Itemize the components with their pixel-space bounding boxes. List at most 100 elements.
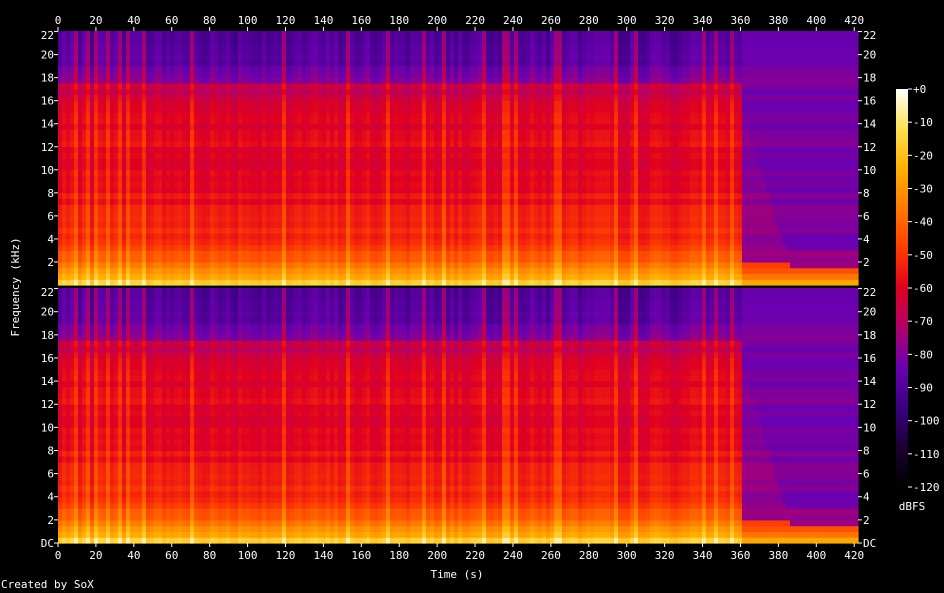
spectrogram-cell <box>270 158 275 165</box>
spectrogram-cell <box>74 181 79 188</box>
spectrogram-cell <box>810 215 815 223</box>
spectrogram-cell <box>306 215 311 223</box>
spectrogram-cell <box>726 221 731 228</box>
spectrogram-cell <box>418 209 423 217</box>
spectrogram-cell <box>654 169 659 176</box>
spectrogram-cell <box>690 175 695 182</box>
spectrogram-cell <box>154 163 159 171</box>
spectrogram-cell <box>162 233 167 240</box>
spectrogram-cell <box>570 238 575 246</box>
spectrogram-cell <box>538 163 543 171</box>
spectrogram-cell <box>734 181 739 188</box>
spectrogram-cell <box>378 140 383 148</box>
spectrogram-cell <box>798 169 803 176</box>
spectrogram-cell <box>398 227 403 234</box>
spectrogram-cell <box>294 181 299 188</box>
spectrogram-cell <box>494 279 499 286</box>
spectrogram-cell <box>490 279 495 286</box>
spectrogram-cell <box>722 169 727 176</box>
spectrogram-cell <box>178 204 183 211</box>
spectrogram-cell <box>442 261 447 269</box>
spectrogram-cell <box>730 209 735 217</box>
spectrogram-cell <box>230 209 235 217</box>
spectrogram-cell <box>498 279 503 286</box>
spectrogram-cell <box>762 169 767 176</box>
spectrogram-cell <box>494 221 499 228</box>
spectrogram-cell <box>838 261 843 269</box>
spectrogram-cell <box>154 158 159 165</box>
spectrogram-cell <box>762 209 767 217</box>
spectrogram-cell <box>830 221 835 228</box>
spectrogram-cell <box>834 221 839 228</box>
spectrogram-cell <box>226 279 231 286</box>
spectrogram-cell <box>218 256 223 263</box>
spectrogram-cell <box>326 186 331 194</box>
spectrogram-cell <box>382 204 387 211</box>
spectrogram-cell <box>214 146 219 153</box>
spectrogram-cell <box>570 233 575 240</box>
spectrogram-cell <box>502 221 507 228</box>
spectrogram-cell <box>846 175 851 182</box>
spectrogram-cell <box>594 233 599 240</box>
spectrogram-cell <box>450 186 455 194</box>
spectrogram-cell <box>62 198 67 205</box>
spectrogram-cell <box>602 267 607 275</box>
spectrogram-cell <box>754 215 759 223</box>
spectrogram-cell <box>446 273 451 280</box>
spectrogram-cell <box>446 227 451 234</box>
spectrogram-cell <box>726 227 731 234</box>
spectrogram-cell <box>438 163 443 171</box>
spectrogram-cell <box>182 273 187 280</box>
spectrogram-cell <box>94 140 99 148</box>
spectrogram-cell <box>558 163 563 171</box>
spectrogram-cell <box>434 146 439 153</box>
spectrogram-cell <box>534 181 539 188</box>
spectrogram-cell <box>390 192 395 200</box>
spectrogram-cell <box>726 244 731 251</box>
spectrogram-cell <box>798 256 803 263</box>
spectrogram-cell <box>266 209 271 217</box>
spectrogram-cell <box>786 152 791 159</box>
spectrogram-cell <box>598 181 603 188</box>
spectrogram-cell <box>438 267 443 275</box>
spectrogram-cell <box>494 181 499 188</box>
spectrogram-cell <box>398 204 403 211</box>
spectrogram-cell <box>586 204 591 211</box>
spectrogram-cell <box>622 215 627 223</box>
spectrogram-cell <box>338 186 343 194</box>
spectrogram-cell <box>670 175 675 182</box>
spectrogram-cell <box>550 204 555 211</box>
spectrogram-cell <box>686 140 691 148</box>
spectrogram-cell <box>558 169 563 176</box>
spectrogram-cell <box>66 261 71 269</box>
spectrogram-cell <box>730 140 735 148</box>
spectrogram-cell <box>602 146 607 153</box>
spectrogram-cell <box>378 267 383 275</box>
spectrogram-cell <box>854 192 859 200</box>
spectrogram-cell <box>758 273 763 280</box>
spectrogram-cell <box>758 267 763 275</box>
spectrogram-cell <box>246 152 251 159</box>
spectrogram-cell <box>558 209 563 217</box>
spectrogram-cell <box>842 250 847 257</box>
spectrogram-cell <box>458 158 463 165</box>
spectrogram-cell <box>542 140 547 148</box>
spectrogram-cell <box>326 209 331 217</box>
spectrogram-cell <box>346 140 351 148</box>
spectrogram-cell <box>194 244 199 251</box>
spectrogram-cell <box>642 169 647 176</box>
spectrogram-cell <box>774 250 779 257</box>
spectrogram-cell <box>310 273 315 280</box>
spectrogram-cell <box>478 146 483 153</box>
spectrogram-cell <box>286 169 291 176</box>
spectrogram-cell <box>526 273 531 280</box>
spectrogram-cell <box>326 227 331 234</box>
spectrogram-cell <box>674 250 679 257</box>
spectrogram-cell <box>138 256 143 263</box>
spectrogram-cell <box>118 158 123 165</box>
spectrogram-cell <box>170 215 175 223</box>
spectrogram-cell <box>766 256 771 263</box>
spectrogram-cell <box>482 146 487 153</box>
spectrogram-cell <box>498 273 503 280</box>
spectrogram-cell <box>494 175 499 182</box>
